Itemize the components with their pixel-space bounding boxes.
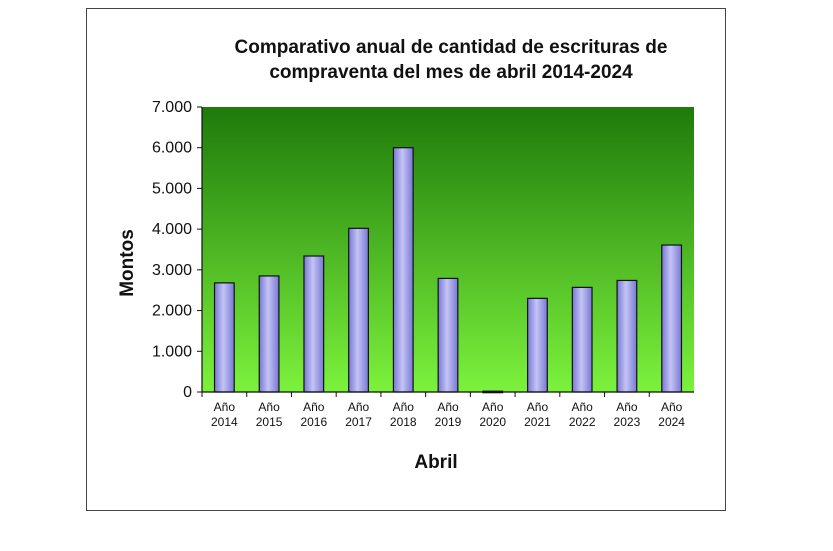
x-tick-label: 2023 bbox=[614, 415, 641, 429]
bar-2017 bbox=[348, 227, 369, 393]
x-tick-label: Año bbox=[616, 400, 638, 414]
x-tick-label: 2018 bbox=[390, 415, 417, 429]
x-tick-label: Año bbox=[482, 400, 504, 414]
x-axis-label: Abril bbox=[414, 452, 457, 473]
x-tick-label: Año bbox=[393, 400, 415, 414]
x-axis-ticks: Año2014Año2015Año2016Año2017Año2018Año20… bbox=[201, 392, 685, 429]
bar-2018 bbox=[392, 147, 414, 393]
y-tick-label: 1.000 bbox=[152, 343, 192, 360]
bar-2019 bbox=[437, 277, 459, 393]
x-tick-label: 2016 bbox=[300, 415, 327, 429]
chart-title-line-1: Comparativo anual de cantidad de escritu… bbox=[235, 37, 668, 58]
y-tick-label: 6.000 bbox=[152, 140, 192, 157]
x-tick-label: Año bbox=[437, 400, 459, 414]
x-tick-label: 2024 bbox=[658, 415, 685, 429]
x-tick-label: Año bbox=[214, 400, 236, 414]
bar-2015 bbox=[258, 275, 280, 393]
bar-2021 bbox=[527, 297, 548, 393]
x-tick-label: Año bbox=[348, 400, 370, 414]
bar-chart: Comparativo anual de cantidad de escritu… bbox=[117, 37, 694, 473]
y-tick-label: 3.000 bbox=[152, 262, 192, 279]
y-tick-label: 5.000 bbox=[152, 180, 192, 197]
x-tick-label: Año bbox=[572, 400, 594, 414]
x-tick-label: 2019 bbox=[435, 415, 462, 429]
chart-title-line-2: compraventa del mes de abril 2014-2024 bbox=[269, 62, 633, 83]
bar-2014 bbox=[213, 282, 235, 393]
y-tick-label: 4.000 bbox=[152, 221, 192, 238]
x-tick-label: 2021 bbox=[524, 415, 551, 429]
bar-2023 bbox=[616, 279, 638, 393]
x-tick-label: 2015 bbox=[256, 415, 283, 429]
y-axis-label: Montos bbox=[117, 229, 138, 297]
bar-2024 bbox=[661, 244, 683, 393]
x-tick-label: 2020 bbox=[479, 415, 506, 429]
y-tick-label: 7.000 bbox=[152, 99, 192, 116]
y-axis-ticks: 0 1.000 2.000 3.000 4.000 5.000 6.000 7.000 bbox=[152, 99, 202, 401]
x-tick-label: Año bbox=[258, 400, 280, 414]
x-tick-label: Año bbox=[661, 400, 683, 414]
x-tick-label: 2014 bbox=[211, 415, 238, 429]
x-tick-label: Año bbox=[303, 400, 325, 414]
x-tick-label: 2017 bbox=[345, 415, 372, 429]
chart-frame: Comparativo anual de cantidad de escritu… bbox=[86, 8, 726, 511]
bar-2022 bbox=[571, 286, 593, 393]
x-tick-label: 2022 bbox=[569, 415, 596, 429]
y-tick-label: 2.000 bbox=[152, 303, 192, 320]
bar-2016 bbox=[303, 255, 325, 393]
y-tick-label: 0 bbox=[183, 384, 192, 401]
x-tick-label: Año bbox=[527, 400, 549, 414]
